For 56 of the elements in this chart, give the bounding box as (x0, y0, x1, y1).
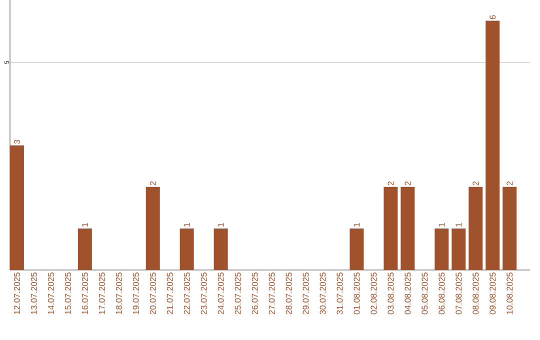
data-label: 2 (388, 181, 394, 186)
x-tick-label: 27.07.2025 (268, 272, 275, 314)
x-tick-label: 20.07.2025 (150, 272, 156, 314)
x-tick-label: 07.08.2025 (456, 272, 462, 314)
bar (468, 186, 483, 270)
x-tick-label: 09.08.2025 (490, 272, 496, 314)
bar (400, 186, 415, 270)
bar (502, 186, 517, 270)
x-tick-label: 26.07.2025 (252, 272, 258, 314)
data-label: 2 (150, 181, 156, 186)
x-tick-label: 22.07.2025 (184, 272, 190, 314)
data-label: 2 (404, 181, 411, 186)
bar (180, 228, 194, 270)
x-tick-label: 17.07.2025 (98, 272, 105, 314)
bar (434, 228, 449, 270)
bar (10, 145, 24, 270)
bar (214, 228, 228, 270)
x-tick-label: 06.08.2025 (438, 272, 445, 314)
x-tick-label: 05.08.2025 (422, 272, 428, 314)
x-tick-label: 19.07.2025 (132, 272, 139, 314)
bar (384, 186, 398, 270)
x-tick-label: 14.07.2025 (48, 272, 54, 314)
bar (350, 228, 364, 270)
x-tick-label: 10.08.2025 (506, 272, 513, 314)
x-tick-label: 13.07.2025 (30, 272, 37, 314)
x-tick-label: 29.07.2025 (302, 272, 309, 314)
x-tick-label: 24.07.2025 (218, 272, 224, 314)
x-tick-label: 21.07.2025 (166, 272, 173, 314)
x-tick-label: 04.08.2025 (404, 272, 411, 314)
bar (486, 20, 500, 270)
data-label: 1 (184, 222, 190, 227)
x-tick-label: 23.07.2025 (200, 272, 207, 314)
x-tick-label: 18.07.2025 (116, 272, 122, 314)
data-label: 1 (218, 222, 224, 227)
x-tick-label: 02.08.2025 (370, 272, 377, 314)
x-tick-label: 08.08.2025 (472, 272, 479, 314)
data-label: 3 (14, 140, 20, 144)
x-tick-label: 01.08.2025 (354, 272, 360, 314)
bar (146, 186, 160, 270)
bar (452, 228, 466, 270)
data-label: 2 (506, 181, 513, 186)
x-tick-label: 03.08.2025 (388, 272, 394, 314)
data-label: 1 (82, 222, 88, 227)
x-tick-label: 30.07.2025 (320, 272, 326, 314)
x-tick-label: 15.07.2025 (64, 272, 71, 314)
x-tick-label: 28.07.2025 (286, 272, 292, 314)
data-label: 1 (354, 222, 360, 227)
data-label: 2 (472, 181, 479, 186)
data-label: 6 (490, 15, 496, 20)
x-tick-label: 31.07.2025 (336, 272, 343, 314)
data-label: 1 (456, 222, 462, 227)
data-label: 1 (438, 222, 445, 227)
x-tick-label: 16.07.2025 (82, 272, 88, 314)
x-tick-label: 25.07.2025 (234, 272, 241, 314)
bar (78, 228, 92, 270)
x-tick-label: 12.07.2025 (14, 272, 20, 314)
